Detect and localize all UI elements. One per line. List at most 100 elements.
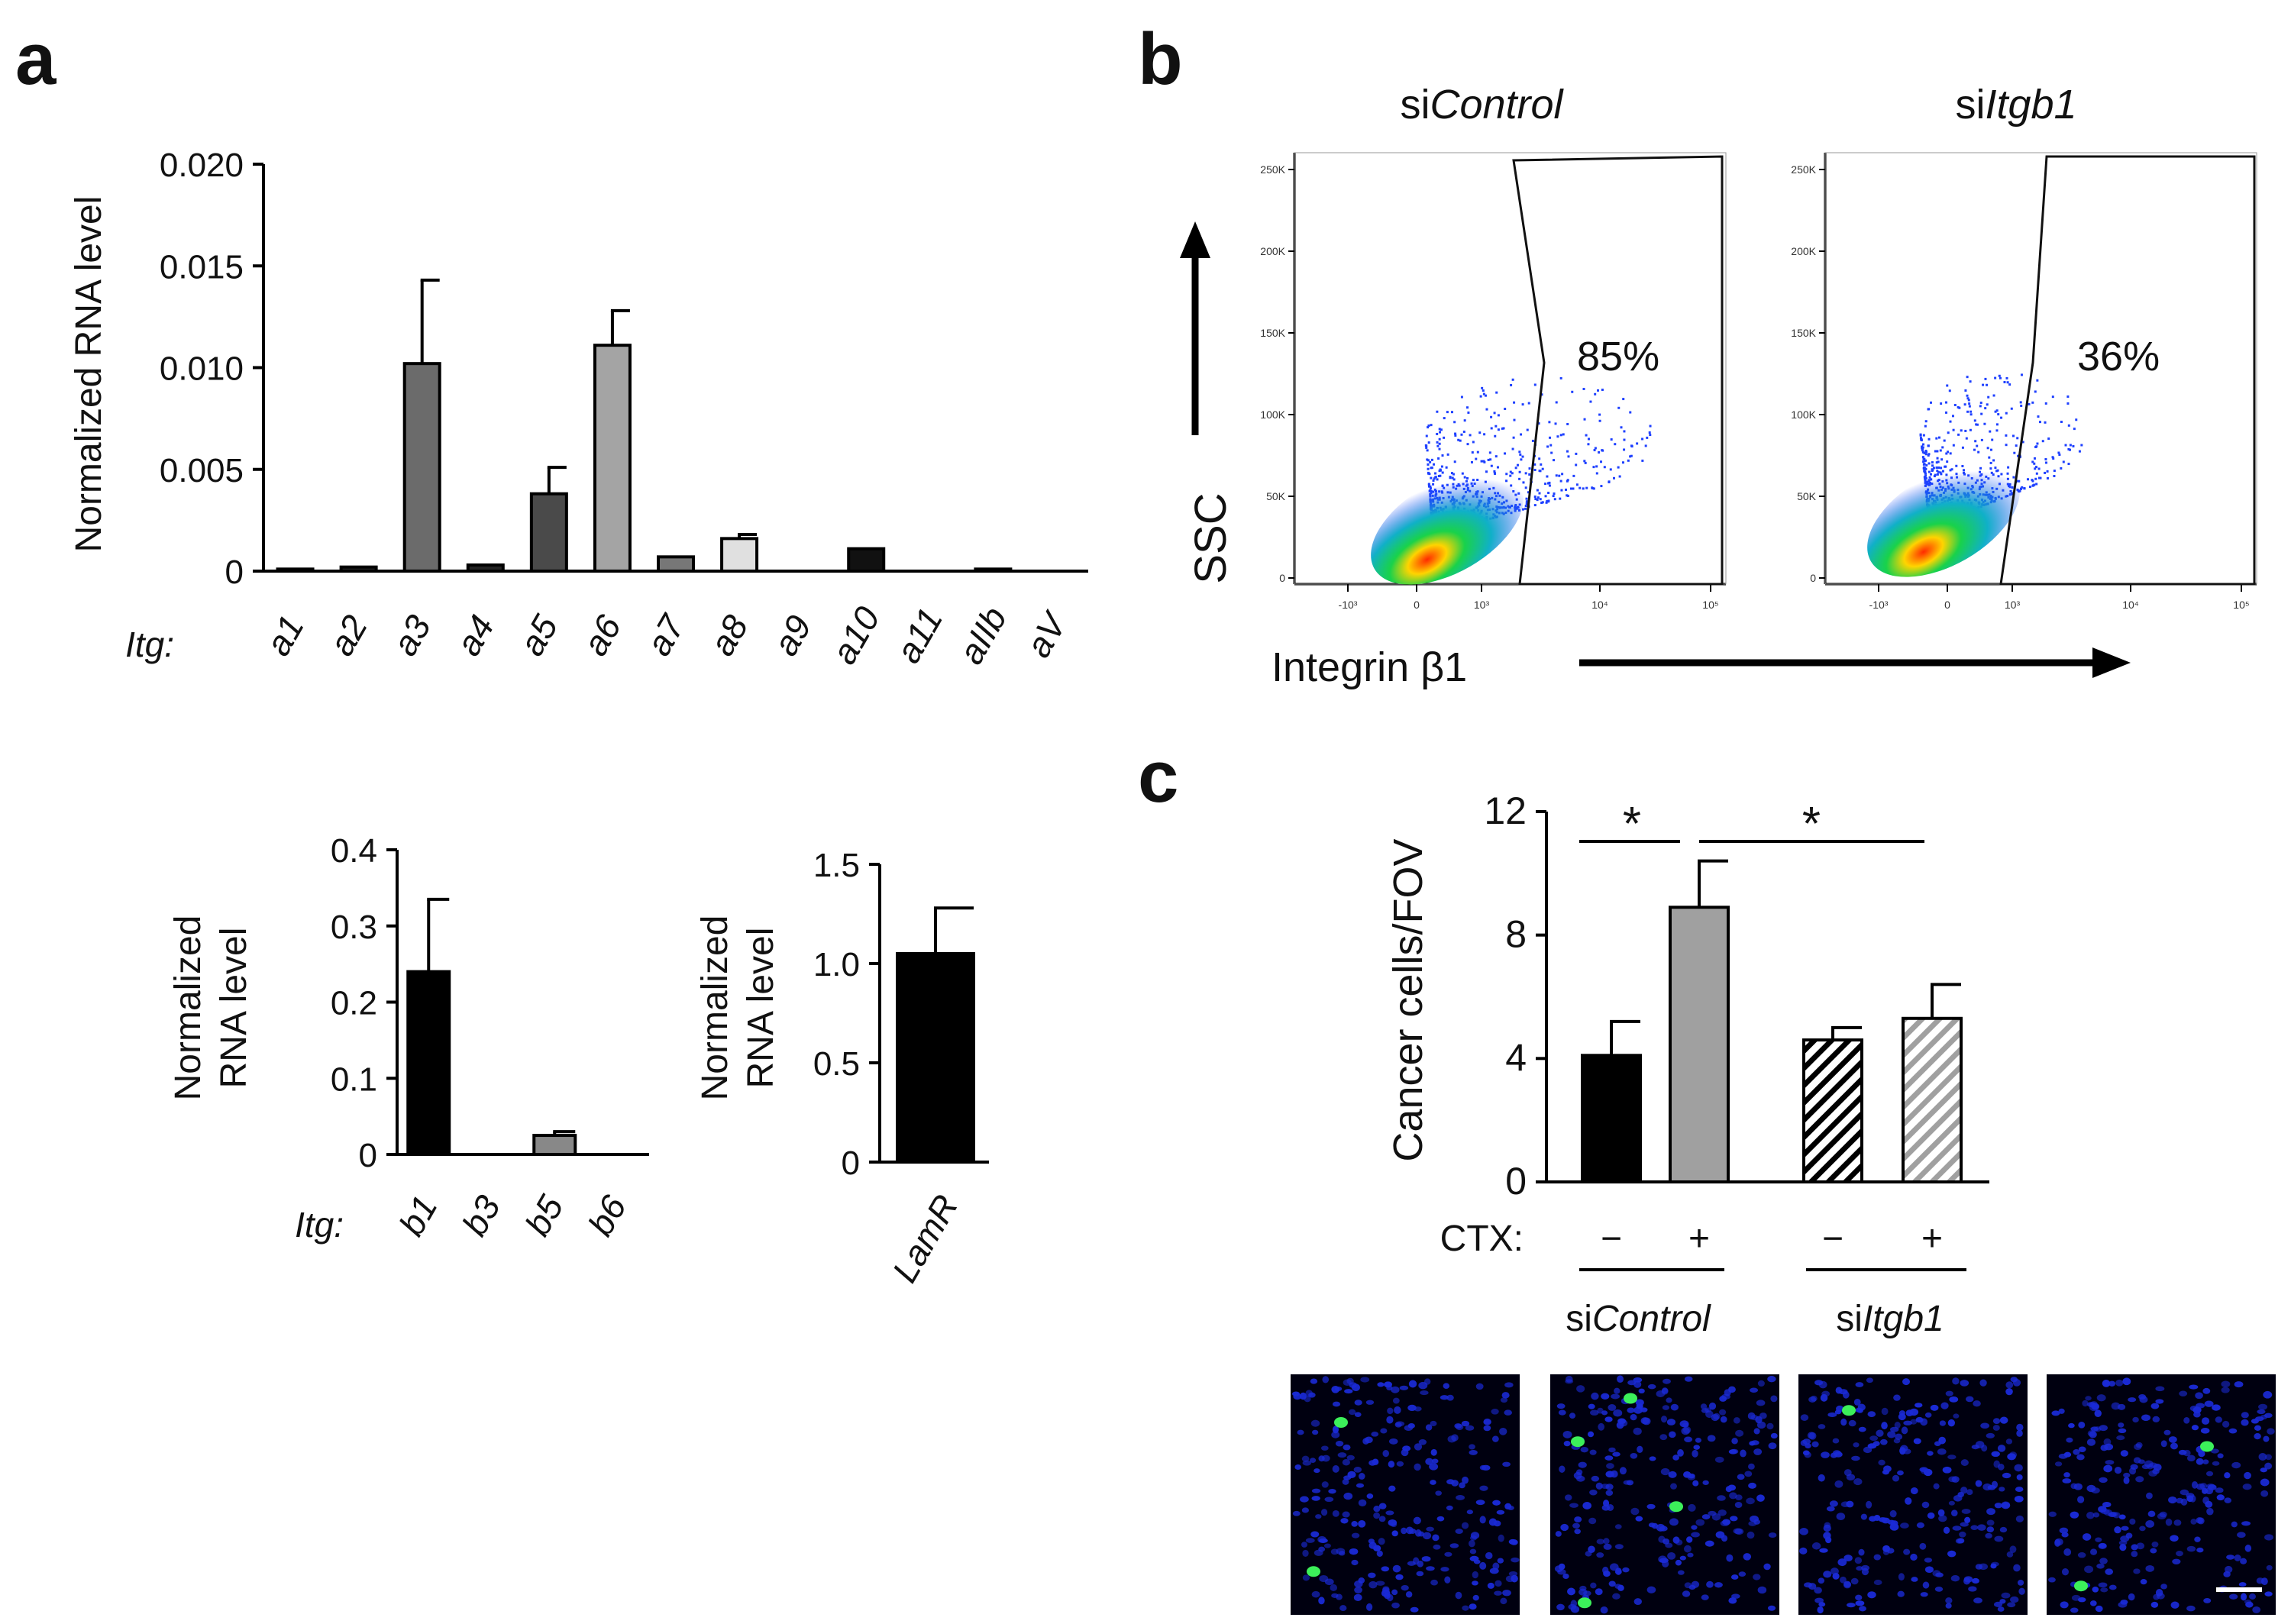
nucleus bbox=[1310, 1531, 1320, 1538]
nucleus bbox=[1730, 1516, 1738, 1522]
nucleus bbox=[1753, 1574, 1761, 1580]
nucleus bbox=[1836, 1513, 1846, 1521]
nucleus bbox=[2205, 1471, 2214, 1477]
a-alpha-category-label: aIIb bbox=[951, 600, 1014, 670]
nucleus bbox=[1301, 1507, 1310, 1513]
nucleus bbox=[1461, 1522, 1469, 1529]
flow-xtick-label: 10⁴ bbox=[1591, 599, 1608, 611]
nucleus bbox=[1802, 1438, 1811, 1445]
nucleus bbox=[1413, 1516, 1421, 1525]
nucleus bbox=[2222, 1420, 2230, 1428]
flow-event bbox=[2033, 462, 2036, 465]
flow-event bbox=[1583, 418, 1586, 421]
flow-event bbox=[2008, 383, 2011, 386]
nucleus bbox=[2108, 1380, 2116, 1387]
nucleus bbox=[1920, 1592, 1928, 1597]
nucleus bbox=[1919, 1542, 1927, 1550]
flow-event bbox=[1541, 467, 1544, 470]
nucleus bbox=[1608, 1447, 1616, 1453]
nucleus bbox=[1614, 1387, 1621, 1394]
nucleus bbox=[2091, 1487, 2100, 1494]
flow-event bbox=[1936, 457, 1939, 460]
nucleus bbox=[2198, 1450, 2205, 1458]
flow-event bbox=[1434, 472, 1437, 475]
nucleus bbox=[1999, 1416, 2008, 1424]
flow-event bbox=[1525, 497, 1528, 500]
nucleus bbox=[2221, 1387, 2230, 1393]
flow-event bbox=[1527, 491, 1530, 494]
flow-event bbox=[1964, 429, 1967, 432]
nucleus bbox=[1803, 1582, 1813, 1588]
nucleus bbox=[1939, 1420, 1947, 1426]
nucleus bbox=[1386, 1385, 1393, 1391]
nucleus bbox=[2146, 1492, 2153, 1500]
nucleus bbox=[2160, 1440, 2167, 1448]
nucleus bbox=[1960, 1522, 1969, 1527]
nucleus bbox=[1332, 1465, 1339, 1473]
nucleus bbox=[1487, 1582, 1494, 1589]
nucleus bbox=[1947, 1550, 1957, 1558]
flow-event bbox=[1518, 470, 1521, 473]
nucleus bbox=[1733, 1528, 1743, 1535]
nucleus bbox=[1395, 1574, 1404, 1580]
nucleus bbox=[2048, 1511, 2057, 1517]
nucleus bbox=[1507, 1506, 1514, 1511]
nucleus bbox=[1656, 1390, 1666, 1397]
nucleus bbox=[1750, 1415, 1759, 1421]
nucleus bbox=[2093, 1426, 2102, 1432]
nucleus bbox=[1747, 1531, 1755, 1539]
flow-event bbox=[1979, 402, 1982, 405]
nucleus bbox=[1364, 1436, 1373, 1444]
nucleus bbox=[1666, 1419, 1676, 1425]
flow-event bbox=[1434, 476, 1437, 479]
flow-event bbox=[1958, 406, 1961, 409]
nucleus bbox=[1646, 1586, 1656, 1593]
nucleus bbox=[2168, 1436, 2177, 1443]
nucleus bbox=[1588, 1403, 1595, 1409]
nucleus bbox=[1818, 1577, 1825, 1584]
nucleus bbox=[1500, 1397, 1508, 1403]
flow-event bbox=[1924, 425, 1927, 428]
flow-event bbox=[1560, 489, 1563, 492]
nucleus bbox=[1391, 1530, 1398, 1537]
c-group-label-itgb1: siItgb1 bbox=[1836, 1299, 1944, 1339]
nucleus bbox=[1903, 1420, 1912, 1425]
nucleus bbox=[1883, 1465, 1892, 1473]
nucleus bbox=[2191, 1425, 2199, 1431]
nucleus bbox=[2001, 1592, 2011, 1599]
flow-event bbox=[2003, 381, 2006, 384]
flow-event bbox=[1947, 450, 1950, 454]
flow-event bbox=[1924, 472, 1927, 475]
nucleus bbox=[2178, 1449, 2187, 1455]
micrograph-1 bbox=[1291, 1374, 1520, 1615]
nucleus bbox=[1358, 1520, 1366, 1528]
a-alpha-category-label: a5 bbox=[512, 608, 566, 662]
flow-event bbox=[1963, 403, 1966, 406]
a-beta-category-label: b1 bbox=[391, 1189, 445, 1242]
nucleus bbox=[1979, 1379, 1987, 1387]
nucleus bbox=[1717, 1495, 1726, 1501]
nucleus bbox=[1818, 1602, 1826, 1607]
flow-event bbox=[1438, 431, 1441, 434]
nucleus bbox=[2063, 1548, 2072, 1556]
flow-event bbox=[1591, 486, 1594, 489]
flow-event bbox=[2053, 474, 2056, 477]
nucleus bbox=[1575, 1469, 1583, 1476]
flow-event bbox=[1538, 457, 1541, 460]
flow-xtick-label: 10⁵ bbox=[1702, 599, 1718, 611]
nucleus bbox=[1722, 1519, 1731, 1526]
nucleus bbox=[2136, 1542, 2145, 1550]
nucleus bbox=[2078, 1422, 2086, 1429]
nucleus bbox=[2015, 1487, 2024, 1492]
flow-event bbox=[1553, 498, 1556, 501]
nucleus bbox=[1819, 1548, 1828, 1553]
flow-event bbox=[1430, 458, 1433, 461]
nucleus bbox=[1818, 1424, 1826, 1429]
nucleus bbox=[2193, 1411, 2201, 1418]
nucleus bbox=[1606, 1463, 1614, 1469]
flow-event bbox=[1513, 418, 1516, 421]
nucleus bbox=[1574, 1529, 1581, 1535]
nucleus bbox=[1570, 1605, 1580, 1613]
nucleus bbox=[2089, 1548, 2098, 1555]
flow-event bbox=[1522, 508, 1525, 511]
